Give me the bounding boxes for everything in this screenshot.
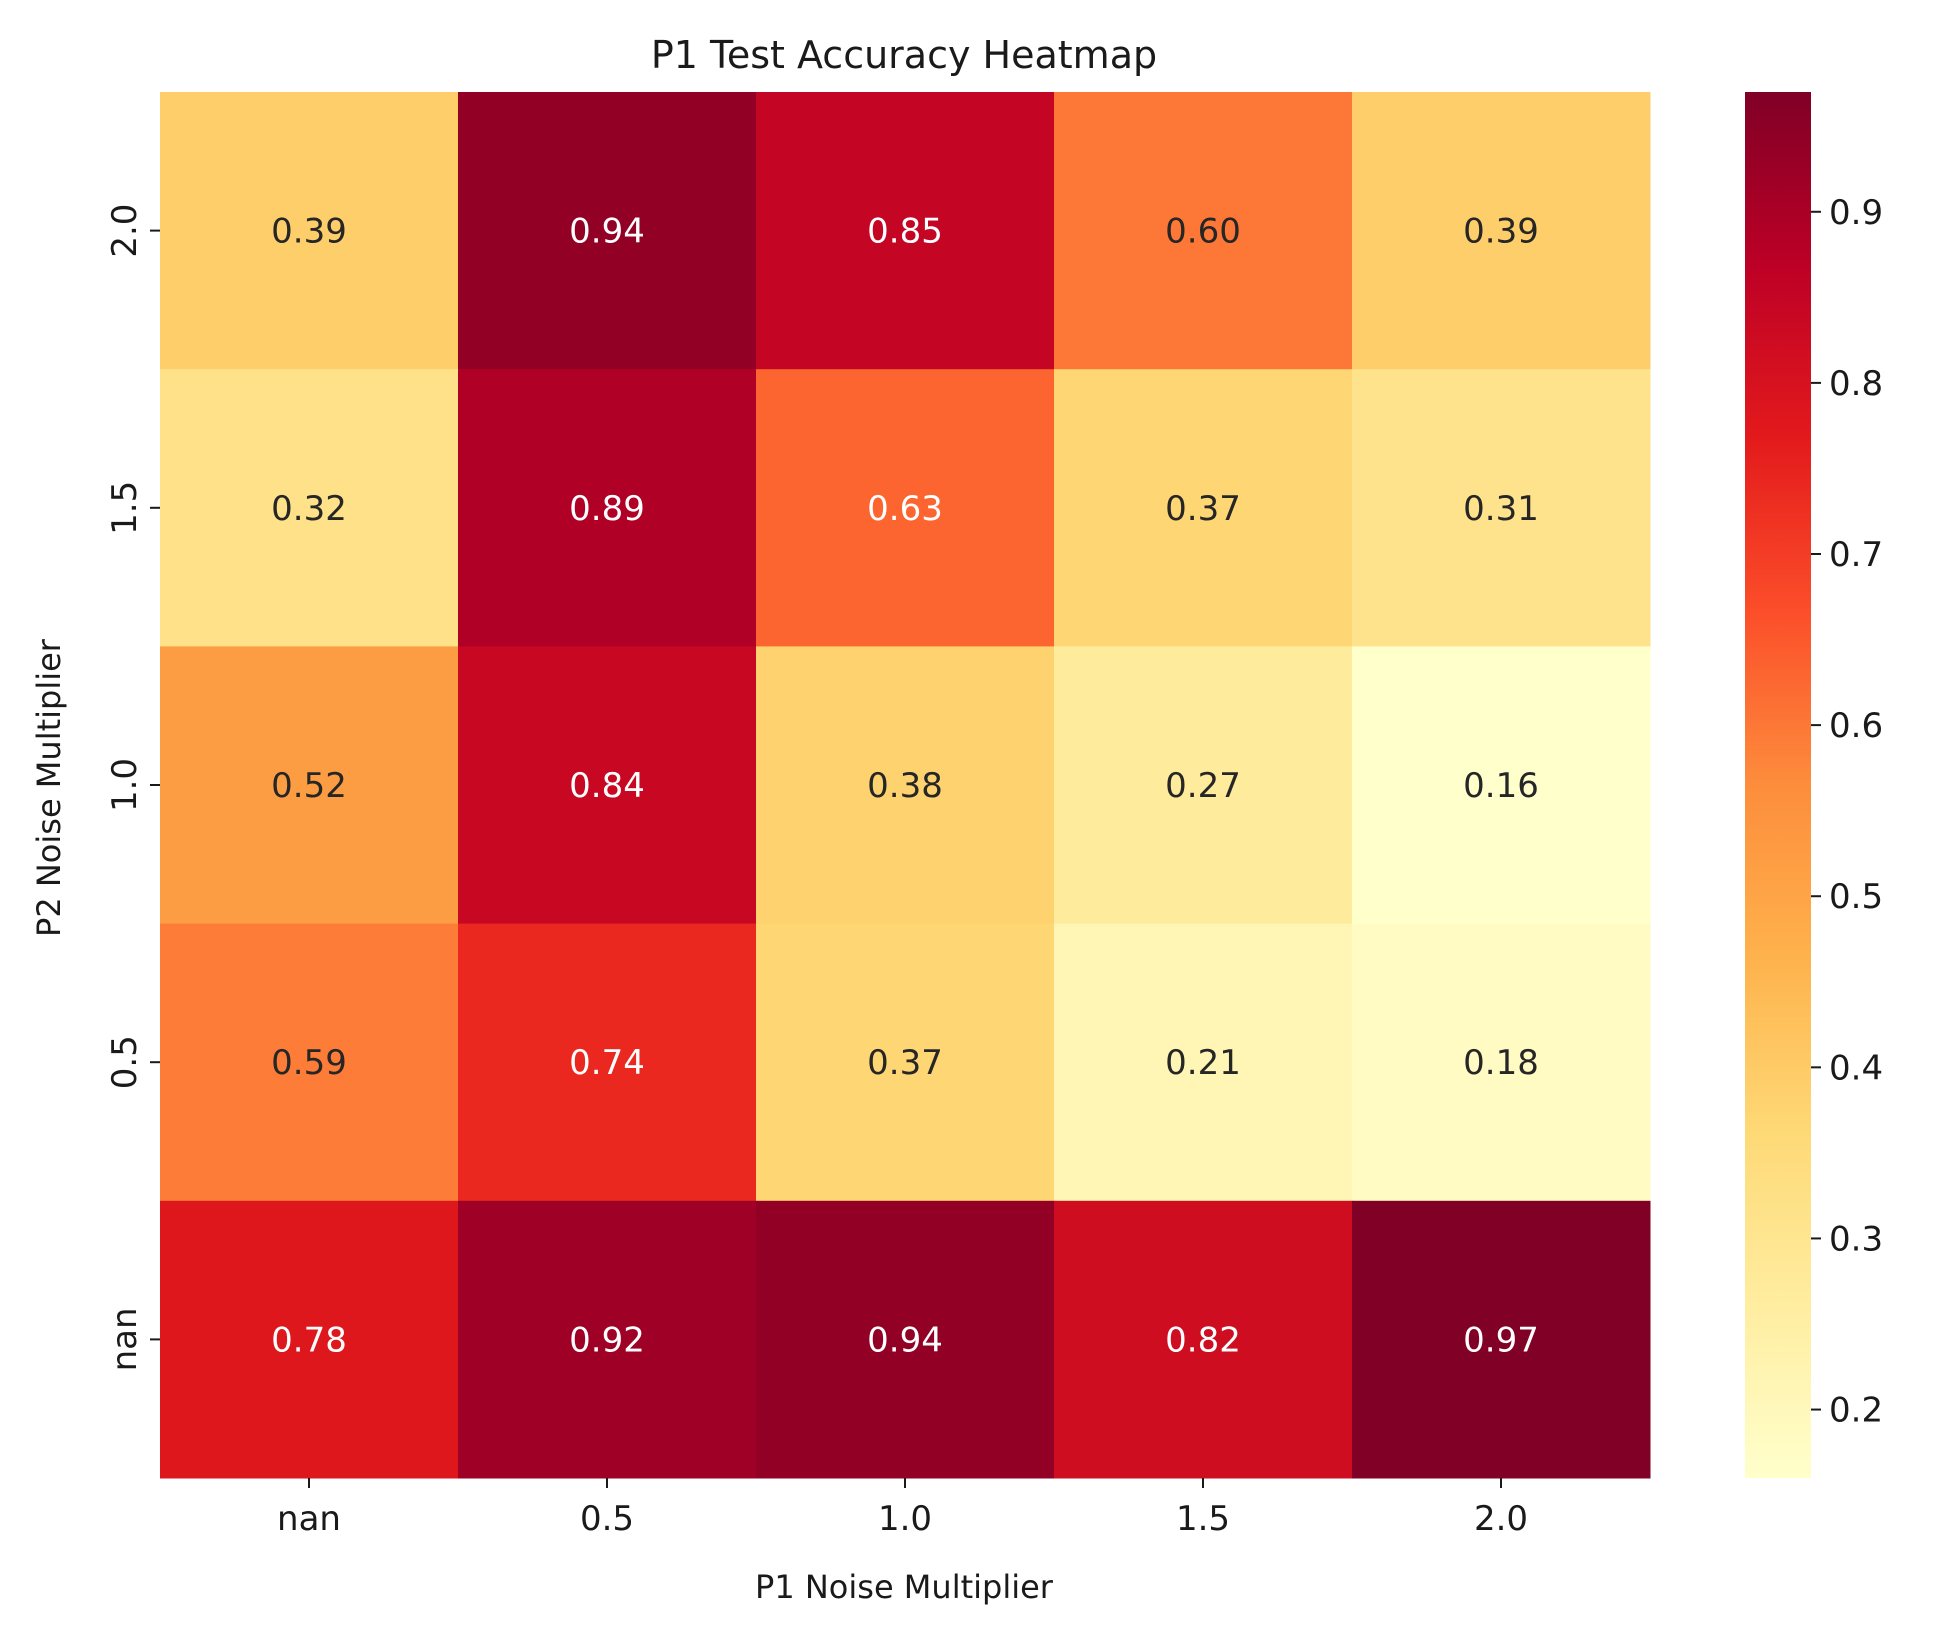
heatmap-cell xyxy=(160,646,459,925)
y-axis-label: P2 Noise Multiplier xyxy=(30,638,68,937)
cell-value-label: 0.18 xyxy=(1463,1043,1539,1083)
heatmap-cell xyxy=(1054,923,1353,1202)
x-tick-label: 1.0 xyxy=(878,1499,932,1539)
x-axis: nan 0.5 1.0 1.5 2.0 xyxy=(277,1478,1528,1539)
heatmap-cell xyxy=(1352,369,1651,647)
heatmap-cell xyxy=(1352,1200,1651,1479)
colorbar-tick-label: 0.6 xyxy=(1829,706,1883,746)
cell-value-label: 0.38 xyxy=(867,766,943,806)
cell-value-label: 0.89 xyxy=(569,489,645,529)
colorbar-tick-label: 0.3 xyxy=(1829,1219,1883,1259)
cell-value-label: 0.92 xyxy=(569,1320,645,1360)
heatmap-cell xyxy=(1054,1200,1353,1479)
heatmap-cell xyxy=(756,646,1055,925)
cell-value-label: 0.39 xyxy=(1463,212,1539,252)
heatmap-cell xyxy=(756,92,1055,370)
y-axis: 2.0 1.5 1.0 0.5 nan xyxy=(105,204,160,1371)
cell-value-label: 0.39 xyxy=(271,212,347,252)
colorbar-tick-label: 0.7 xyxy=(1829,535,1883,575)
heatmap-cells: 0.39 0.94 0.85 0.60 0.39 0.32 0.89 0.63 0.37 0.31… xyxy=(160,92,1651,1479)
cell-value-label: 0.74 xyxy=(569,1043,645,1083)
heatmap-cell xyxy=(756,923,1055,1202)
heatmap-cell xyxy=(1054,369,1353,647)
colorbar: 0.2 0.3 0.4 0.5 0.6 0.7 0.8 0.9 xyxy=(1745,92,1883,1478)
heatmap-cell xyxy=(1352,923,1651,1202)
cell-value-label: 0.78 xyxy=(271,1320,347,1360)
cell-value-label: 0.21 xyxy=(1165,1043,1241,1083)
cell-value-label: 0.82 xyxy=(1165,1320,1241,1360)
x-tick-label: 2.0 xyxy=(1474,1499,1528,1539)
cell-value-label: 0.31 xyxy=(1463,489,1539,529)
heatmap-cell xyxy=(1352,92,1651,370)
chart-title: P1 Test Accuracy Heatmap xyxy=(651,33,1157,77)
heatmap-cell xyxy=(160,369,459,647)
heatmap-cell xyxy=(1054,646,1353,925)
heatmap-cell xyxy=(756,369,1055,647)
heatmap-cell xyxy=(1352,646,1651,925)
cell-value-label: 0.97 xyxy=(1463,1320,1539,1360)
colorbar-tick-label: 0.5 xyxy=(1829,877,1883,917)
heatmap-cell xyxy=(458,923,757,1202)
cell-value-label: 0.27 xyxy=(1165,766,1241,806)
cell-value-label: 0.60 xyxy=(1165,212,1241,252)
heatmap-cell xyxy=(458,369,757,647)
cell-value-label: 0.32 xyxy=(271,489,347,529)
colorbar-tick-label: 0.8 xyxy=(1829,364,1883,404)
heatmap-cell xyxy=(160,92,459,370)
colorbar-tick-label: 0.2 xyxy=(1829,1391,1883,1431)
y-tick-label: 1.5 xyxy=(105,481,145,535)
colorbar-tick-label: 0.4 xyxy=(1829,1048,1883,1088)
cell-value-label: 0.84 xyxy=(569,766,645,806)
y-tick-label: 0.5 xyxy=(105,1035,145,1089)
heatmap-cell xyxy=(160,923,459,1202)
cell-value-label: 0.37 xyxy=(1165,489,1241,529)
cell-value-label: 0.94 xyxy=(569,212,645,252)
y-tick-label: 2.0 xyxy=(105,204,145,258)
heatmap-cell xyxy=(458,1200,757,1479)
y-tick-label: nan xyxy=(105,1307,145,1371)
cell-value-label: 0.52 xyxy=(271,766,347,806)
heatmap-cell xyxy=(160,1200,459,1479)
x-tick-label: nan xyxy=(277,1499,341,1539)
cell-value-label: 0.85 xyxy=(867,212,943,252)
heatmap-cell xyxy=(458,92,757,370)
x-tick-label: 0.5 xyxy=(580,1499,634,1539)
x-axis-label: P1 Noise Multiplier xyxy=(755,1568,1054,1606)
heatmap-cell xyxy=(1054,92,1353,370)
cell-value-label: 0.63 xyxy=(867,489,943,529)
colorbar-gradient xyxy=(1745,92,1811,1478)
colorbar-tick-label: 0.9 xyxy=(1829,193,1883,233)
cell-value-label: 0.94 xyxy=(867,1320,943,1360)
cell-value-label: 0.59 xyxy=(271,1043,347,1083)
cell-value-label: 0.16 xyxy=(1463,766,1539,806)
heatmap-cell xyxy=(756,1200,1055,1479)
cell-value-label: 0.37 xyxy=(867,1043,943,1083)
heatmap-cell xyxy=(458,646,757,925)
y-tick-label: 1.0 xyxy=(105,758,145,812)
x-tick-label: 1.5 xyxy=(1176,1499,1230,1539)
